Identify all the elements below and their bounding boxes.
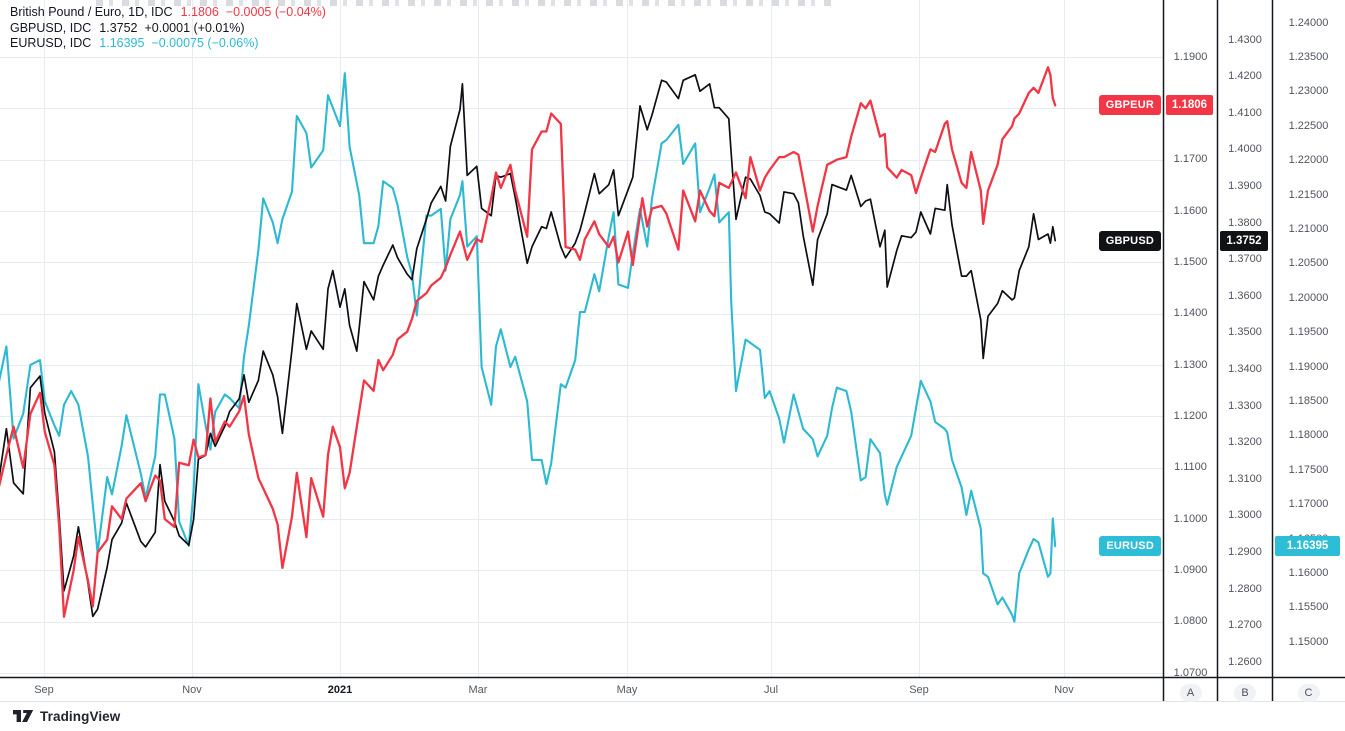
chart-legend: British Pound / Euro, 1D, IDC 1.1806 −0.00… [10, 5, 326, 52]
price-label-gbpusd: 1.3752 [1220, 230, 1268, 251]
legend-row-eurusd[interactable]: EURUSD, IDC 1.16395 −0.00075 (−0.06%) [10, 36, 326, 52]
symbol-last-price: 1.16395 [99, 36, 145, 50]
series-line-gbpeur[interactable] [0, 66, 1057, 618]
symbol-badge-gbpusd: GBPUSD [1098, 230, 1161, 251]
time-tick-label: 2021 [327, 684, 353, 696]
series-line-gbpusd[interactable] [0, 73, 1057, 618]
scale-pill-a[interactable]: A [1179, 684, 1202, 702]
time-tick-label: Mar [468, 684, 488, 696]
time-tick-label: May [616, 684, 638, 696]
symbol-badge-gbpeur: GBPEUR [1098, 95, 1161, 116]
cropped-page-text [96, 0, 836, 6]
price-label-gbpeur: 1.1806 [1166, 95, 1213, 116]
symbol-title: GBPUSD, IDC [10, 20, 92, 35]
legend-row-gbpusd[interactable]: GBPUSD, IDC 1.3752 +0.0001 (+0.01%) [10, 21, 326, 37]
symbol-title: EURUSD, IDC [10, 36, 92, 50]
legend-row-gbpeur[interactable]: British Pound / Euro, 1D, IDC 1.1806 −0.00… [10, 5, 326, 21]
symbol-change: −0.0005 (−0.04%) [225, 5, 326, 19]
symbol-change: +0.0001 (+0.01%) [144, 20, 245, 35]
series-line-eurusd[interactable] [0, 72, 1057, 623]
time-tick-label: Sep [909, 684, 929, 696]
tradingview-logo-text: TradingView [40, 709, 121, 724]
time-tick-label: Nov [1054, 684, 1074, 696]
symbol-badge-eurusd: EURUSD [1099, 536, 1161, 557]
time-tick-label: Nov [182, 684, 202, 696]
price-label-eurusd: 1.16395 [1275, 536, 1340, 557]
time-tick-label: Sep [34, 684, 54, 696]
tradingview-logo[interactable]: TradingView [13, 708, 120, 725]
scale-pill-b[interactable]: B [1234, 684, 1256, 702]
time-tick-label: Jul [763, 684, 779, 696]
symbol-last-price: 1.1806 [180, 5, 219, 19]
symbol-last-price: 1.3752 [99, 20, 138, 35]
tradingview-logo-icon [13, 710, 34, 722]
scale-pill-c[interactable]: C [1297, 684, 1320, 702]
symbol-change: −0.00075 (−0.06%) [151, 36, 259, 50]
symbol-title: British Pound / Euro, 1D, IDC [10, 5, 173, 19]
